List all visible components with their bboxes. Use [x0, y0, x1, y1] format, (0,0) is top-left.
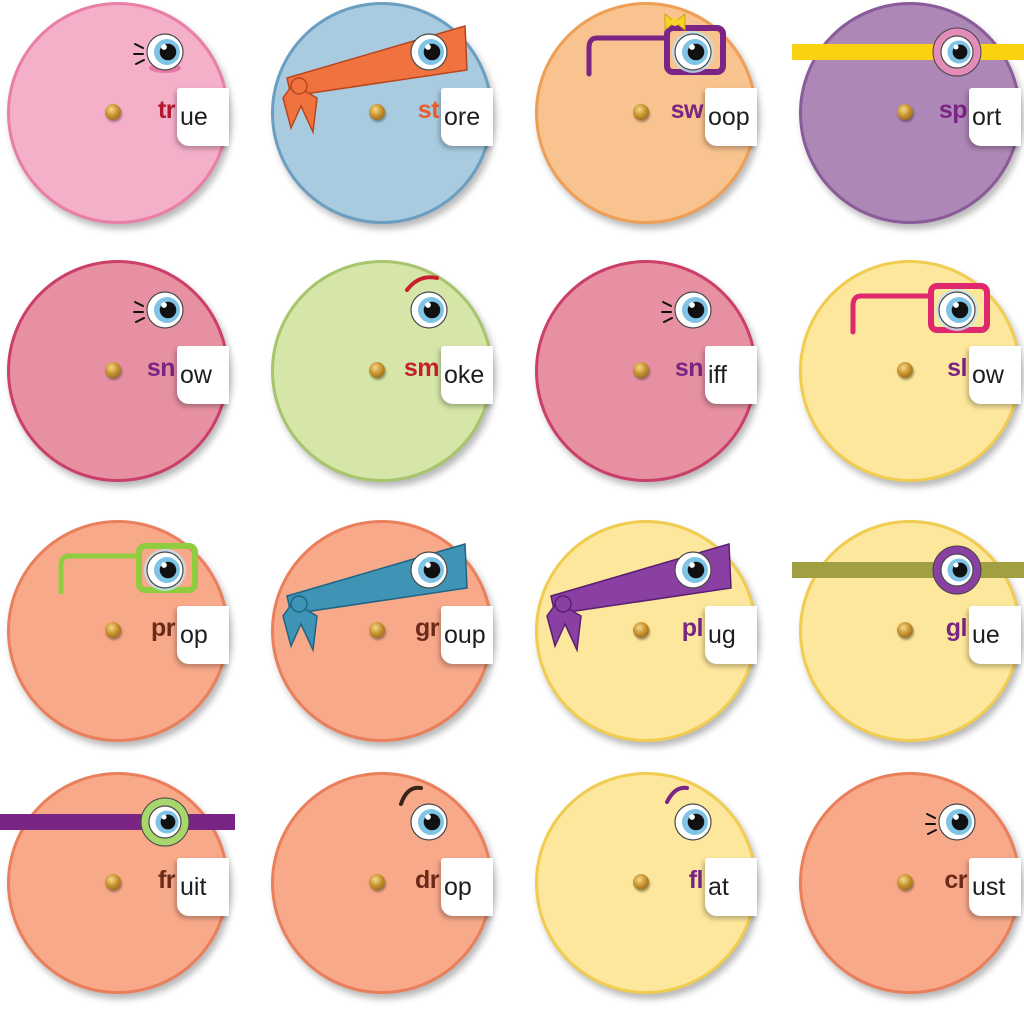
- pivot-rivet-icon: [105, 104, 121, 120]
- rime-card[interactable]: at: [705, 858, 757, 916]
- wheel-true[interactable]: tr ue: [5, 0, 231, 232]
- pivot-rivet-icon: [105, 874, 121, 890]
- rime-card[interactable]: op: [177, 606, 229, 664]
- rime-text: ust: [972, 872, 1006, 901]
- pivot-rivet-icon: [633, 104, 649, 120]
- wheel-drop[interactable]: dr op: [269, 770, 495, 1002]
- pivot-rivet-icon: [897, 104, 913, 120]
- wheel-slow[interactable]: sl ow: [797, 258, 1023, 490]
- wheel-sniff[interactable]: sn iff: [533, 258, 759, 490]
- onset-letters: sm: [403, 354, 440, 382]
- onset-letters: sn: [146, 354, 176, 382]
- rime-text: uit: [180, 872, 207, 901]
- rime-text: op: [444, 872, 472, 901]
- wheel-crust[interactable]: cr ust: [797, 770, 1023, 1002]
- rime-card[interactable]: ug: [705, 606, 757, 664]
- pivot-rivet-icon: [897, 362, 913, 378]
- rime-text: op: [180, 620, 208, 649]
- rime-text: oup: [444, 620, 486, 649]
- rime-card[interactable]: ue: [177, 88, 229, 146]
- onset-letters: gr: [415, 614, 440, 642]
- rime-card[interactable]: ow: [969, 346, 1021, 404]
- rime-card[interactable]: ow: [177, 346, 229, 404]
- pivot-rivet-icon: [897, 874, 913, 890]
- wheel-plug[interactable]: pl ug: [533, 518, 759, 750]
- rime-card[interactable]: ort: [969, 88, 1021, 146]
- rime-text: ue: [972, 620, 1000, 649]
- rime-card[interactable]: oke: [441, 346, 493, 404]
- rime-text: oop: [708, 102, 750, 131]
- rime-card[interactable]: oop: [705, 88, 757, 146]
- rime-card[interactable]: ore: [441, 88, 493, 146]
- onset-letters: sl: [947, 354, 967, 382]
- pivot-rivet-icon: [633, 622, 649, 638]
- wheel-flat[interactable]: fl at: [533, 770, 759, 1002]
- rime-text: ue: [180, 102, 208, 131]
- wheel-sport[interactable]: sp ort: [792, 0, 1024, 232]
- rime-text: ug: [708, 620, 736, 649]
- onset-letters: fr: [157, 866, 176, 894]
- onset-letters: dr: [415, 866, 440, 894]
- onset-letters: sw: [670, 96, 704, 124]
- onset-letters: sp: [938, 96, 968, 124]
- rime-card[interactable]: oup: [441, 606, 493, 664]
- onset-letters: fl: [688, 866, 704, 894]
- pivot-rivet-icon: [105, 622, 121, 638]
- rime-card[interactable]: uit: [177, 858, 229, 916]
- rime-card[interactable]: ue: [969, 606, 1021, 664]
- rime-card[interactable]: op: [441, 858, 493, 916]
- onset-letters: pl: [681, 614, 704, 642]
- pivot-rivet-icon: [633, 874, 649, 890]
- onset-letters: tr: [157, 96, 176, 124]
- rime-text: ow: [180, 360, 212, 389]
- pivot-rivet-icon: [369, 874, 385, 890]
- pivot-rivet-icon: [633, 362, 649, 378]
- pivot-rivet-icon: [369, 362, 385, 378]
- rime-text: ow: [972, 360, 1004, 389]
- wheel-prop[interactable]: pr op: [5, 518, 231, 750]
- onset-letters: st: [417, 96, 440, 124]
- wheel-store[interactable]: st ore: [269, 0, 495, 232]
- pivot-rivet-icon: [369, 104, 385, 120]
- rime-text: ore: [444, 102, 481, 131]
- onset-letters: pr: [151, 614, 176, 642]
- onset-letters: sn: [674, 354, 704, 382]
- wheel-swoop[interactable]: sw oop: [533, 0, 759, 232]
- onset-letters: gl: [945, 614, 968, 642]
- pivot-rivet-icon: [369, 622, 385, 638]
- wheel-fruit[interactable]: fr uit: [0, 770, 235, 1002]
- rime-card[interactable]: iff: [705, 346, 757, 404]
- wheel-smoke[interactable]: sm oke: [269, 258, 495, 490]
- pivot-rivet-icon: [897, 622, 913, 638]
- wheel-snow[interactable]: sn ow: [5, 258, 231, 490]
- rime-text: oke: [444, 360, 485, 389]
- wheel-group[interactable]: gr oup: [269, 518, 495, 750]
- wheel-glue[interactable]: gl ue: [792, 518, 1024, 750]
- rime-text: at: [708, 872, 729, 901]
- onset-letters: cr: [944, 866, 967, 894]
- pivot-rivet-icon: [105, 362, 121, 378]
- rime-text: iff: [708, 360, 727, 389]
- rime-card[interactable]: ust: [969, 858, 1021, 916]
- rime-text: ort: [972, 102, 1002, 131]
